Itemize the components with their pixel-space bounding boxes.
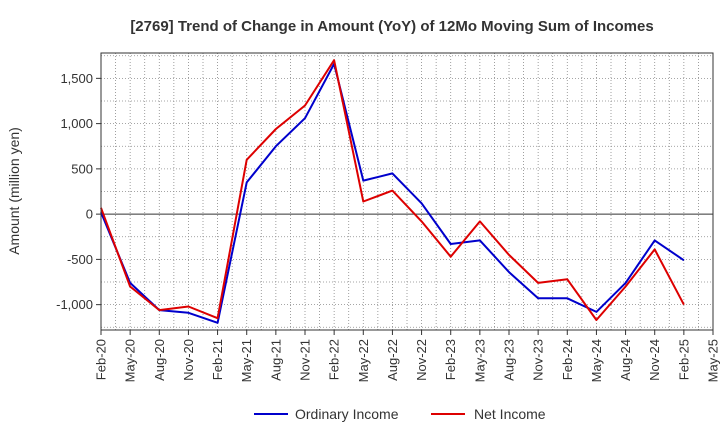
- y-tick-label: -1,000: [56, 297, 93, 312]
- y-tick-label: -500: [67, 252, 93, 267]
- x-tick-label: Nov-22: [414, 339, 429, 381]
- y-tick-label: 0: [86, 207, 93, 222]
- y-axis-ticks: -1,000 -500 0 500 1,000 1,500: [56, 71, 101, 312]
- y-tick-label: 1,000: [60, 116, 93, 131]
- y-axis-label: Amount (million yen): [6, 127, 22, 255]
- legend-label-net-income: Net Income: [474, 406, 546, 422]
- y-tick-label: 1,500: [60, 71, 93, 86]
- x-tick-label: Nov-20: [181, 339, 196, 381]
- x-tick-label: Feb-24: [560, 339, 575, 380]
- x-tick-label: Feb-23: [443, 339, 458, 380]
- x-axis-ticks: Feb-20 May-20 Aug-20 Nov-20 Feb-21 May-21 Aug-…: [94, 330, 720, 382]
- x-tick-label: May-21: [239, 339, 254, 382]
- chart-title: [2769] Trend of Change in Amount (YoY) o…: [130, 18, 653, 35]
- legend: Ordinary Income Net Income: [254, 406, 546, 422]
- x-tick-label: Nov-24: [647, 339, 662, 381]
- x-tick-label: Aug-24: [618, 339, 633, 381]
- x-tick-label: May-22: [356, 339, 371, 382]
- legend-label-ordinary-income: Ordinary Income: [295, 406, 399, 422]
- x-tick-label: Aug-23: [502, 339, 517, 381]
- x-tick-label: Feb-21: [210, 339, 225, 380]
- x-tick-label: Feb-20: [94, 339, 109, 380]
- x-tick-label: Nov-23: [531, 339, 546, 381]
- x-tick-label: May-24: [589, 339, 604, 382]
- x-tick-label: Nov-21: [298, 339, 313, 381]
- x-tick-label: May-25: [706, 339, 720, 382]
- x-tick-label: Feb-25: [676, 339, 691, 380]
- x-tick-label: Aug-22: [385, 339, 400, 381]
- x-tick-label: May-20: [123, 339, 138, 382]
- x-tick-label: May-23: [472, 339, 487, 382]
- x-tick-label: Aug-20: [152, 339, 167, 381]
- x-tick-label: Aug-21: [268, 339, 283, 381]
- series-line-ordinary-income: [101, 64, 684, 323]
- x-tick-label: Feb-22: [327, 339, 342, 380]
- y-tick-label: 500: [71, 161, 93, 176]
